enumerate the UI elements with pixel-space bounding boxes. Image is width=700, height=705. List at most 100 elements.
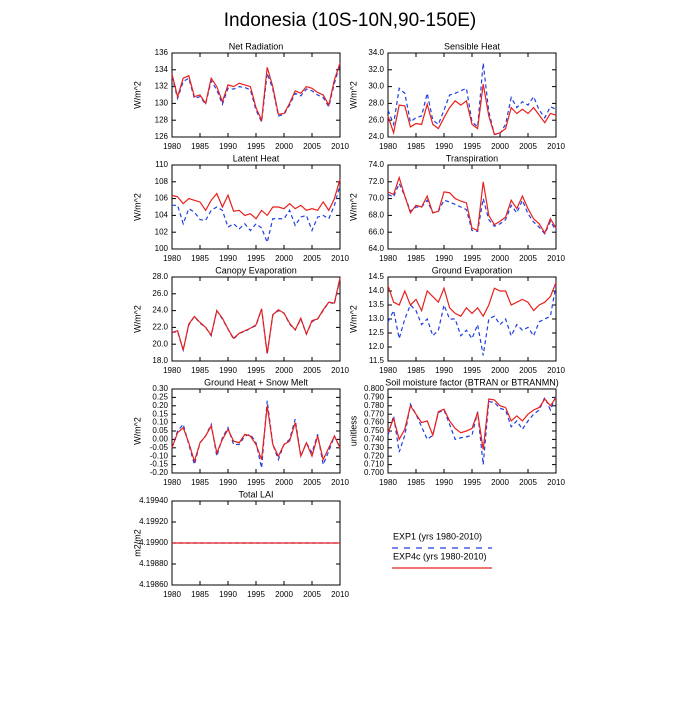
- y-tick-label: 0.15: [152, 409, 168, 418]
- y-tick-label: 0.10: [152, 418, 168, 427]
- x-tick-label: 1980: [163, 478, 181, 487]
- x-tick-label: 1980: [379, 478, 397, 487]
- y-tick-label: 24.0: [368, 132, 384, 141]
- y-axis-label: W/m^2: [132, 193, 142, 221]
- x-tick-label: 2000: [491, 254, 509, 263]
- y-tick-label: 4.19900: [139, 538, 168, 547]
- y-tick-label: 0.00: [152, 435, 168, 444]
- x-tick-label: 2010: [547, 254, 565, 263]
- y-tick-label: 12.5: [368, 328, 384, 337]
- plot-frame: [171, 388, 341, 474]
- plot-frame: [171, 52, 341, 138]
- y-tick-label: 64.0: [368, 244, 384, 253]
- y-tick-label: 0.760: [364, 418, 385, 427]
- series-line: [387, 181, 557, 236]
- y-tick-label: 0.20: [152, 401, 168, 410]
- x-tick-label: 1985: [407, 142, 425, 151]
- y-tick-label: 34.0: [368, 48, 384, 57]
- series-line: [171, 278, 341, 355]
- y-tick-label: 4.19860: [139, 580, 168, 589]
- series-line: [387, 175, 557, 235]
- x-tick-label: 1995: [247, 254, 265, 263]
- x-tick-label: 1985: [407, 366, 425, 375]
- x-tick-label: 2005: [303, 254, 321, 263]
- y-tick-label: 72.0: [368, 177, 384, 186]
- panel-title: Ground Heat + Snow Melt: [204, 377, 308, 387]
- y-tick-label: 104: [155, 211, 169, 220]
- y-tick-label: 24.0: [152, 306, 168, 315]
- y-tick-label: 102: [155, 227, 169, 236]
- x-tick-label: 1985: [191, 478, 209, 487]
- y-tick-label: 13.5: [368, 300, 384, 309]
- y-axis-label: W/m^2: [348, 81, 358, 109]
- plot-frame: [387, 276, 557, 362]
- y-axis-label: W/m^2: [348, 193, 358, 221]
- series-line: [387, 63, 557, 136]
- x-tick-label: 1995: [247, 478, 265, 487]
- x-tick-label: 1990: [219, 142, 237, 151]
- plot-frame: [387, 164, 557, 250]
- y-axis-label: W/m^2: [132, 81, 142, 109]
- x-tick-label: 2010: [331, 366, 349, 375]
- x-tick-label: 1995: [463, 254, 481, 263]
- x-tick-label: 1995: [463, 366, 481, 375]
- y-tick-label: 12.0: [368, 342, 384, 351]
- panel-title: Total LAI: [238, 489, 273, 499]
- y-tick-label: 0.800: [364, 384, 385, 393]
- x-tick-label: 2005: [303, 478, 321, 487]
- x-tick-label: 2005: [519, 142, 537, 151]
- panel-title: Transpiration: [446, 153, 498, 163]
- y-tick-label: 20.0: [152, 339, 168, 348]
- y-tick-label: 0.700: [364, 468, 385, 477]
- legend-label: EXP1 (yrs 1980-2010): [393, 531, 482, 541]
- x-tick-label: 1985: [407, 254, 425, 263]
- x-tick-label: 1980: [163, 590, 181, 599]
- y-axis-label: W/m^2: [132, 417, 142, 445]
- x-tick-label: 1985: [191, 366, 209, 375]
- series-line: [171, 64, 341, 125]
- y-tick-label: 132: [155, 82, 169, 91]
- x-tick-label: 1990: [435, 366, 453, 375]
- y-tick-label: 134: [155, 65, 169, 74]
- y-axis-label: W/m^2: [348, 305, 358, 333]
- y-tick-label: 128: [155, 115, 169, 124]
- x-tick-label: 1995: [247, 142, 265, 151]
- series-line: [171, 400, 341, 469]
- x-tick-label: 1995: [463, 142, 481, 151]
- y-tick-label: 74.0: [368, 160, 384, 169]
- y-axis-label: W/m^2: [132, 305, 142, 333]
- y-tick-label: 13.0: [368, 314, 384, 323]
- x-tick-label: 2010: [331, 142, 349, 151]
- x-tick-label: 2005: [519, 254, 537, 263]
- y-tick-label: 68.0: [368, 211, 384, 220]
- y-tick-label: -0.10: [150, 451, 169, 460]
- y-tick-label: 108: [155, 177, 169, 186]
- x-tick-label: 1980: [163, 366, 181, 375]
- x-tick-label: 2005: [519, 366, 537, 375]
- y-tick-label: -0.15: [150, 460, 169, 469]
- series-line: [387, 83, 557, 136]
- y-axis-label: m2/m2: [132, 529, 142, 557]
- panel-title: Soil moisture factor (BTRAN or BTRANMN): [385, 377, 559, 387]
- y-tick-label: 66.0: [368, 227, 384, 236]
- x-tick-label: 2010: [547, 142, 565, 151]
- x-tick-label: 1980: [163, 254, 181, 263]
- plot-frame: [171, 164, 341, 250]
- x-tick-label: 1995: [247, 590, 265, 599]
- x-tick-label: 1980: [379, 254, 397, 263]
- y-tick-label: 18.0: [152, 356, 168, 365]
- x-tick-label: 2000: [491, 366, 509, 375]
- y-tick-label: 30.0: [368, 82, 384, 91]
- plot-frame: [387, 388, 557, 474]
- series-line: [387, 395, 557, 465]
- y-tick-label: 100: [155, 244, 169, 253]
- y-tick-label: 28.0: [368, 99, 384, 108]
- x-tick-label: 2000: [491, 478, 509, 487]
- y-tick-label: 0.790: [364, 393, 385, 402]
- y-tick-label: 0.730: [364, 443, 385, 452]
- series-line: [387, 397, 557, 450]
- y-tick-label: 0.770: [364, 409, 385, 418]
- y-axis-label: unitless: [348, 415, 358, 446]
- x-tick-label: 1995: [247, 366, 265, 375]
